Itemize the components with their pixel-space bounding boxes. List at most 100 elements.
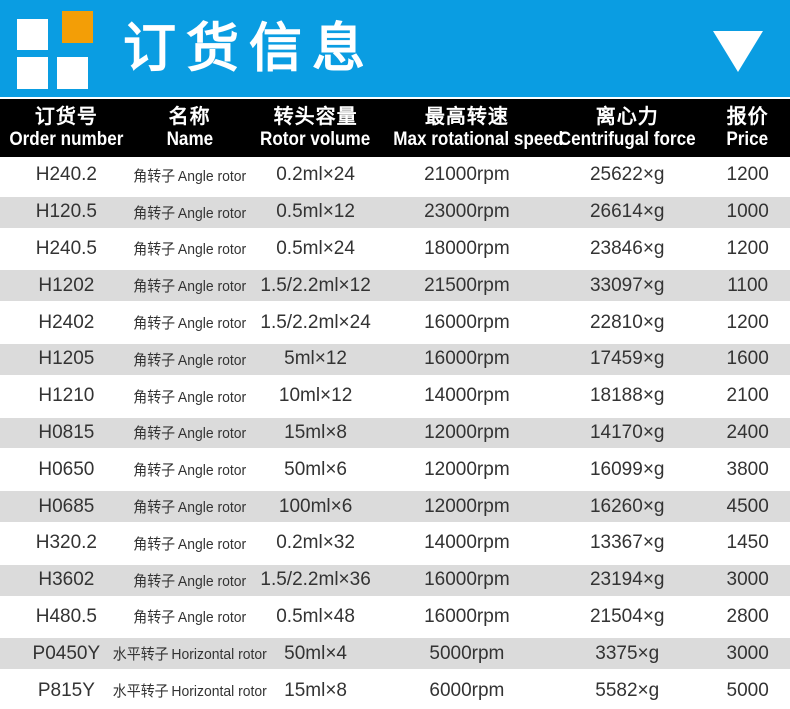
column-header-price: 报价 Price [705, 106, 790, 151]
table-row: H1210 角转子 Angle rotor 10ml×12 14000rpm 18… [0, 378, 790, 415]
table-row: H120.5 角转子 Angle rotor 0.5ml×12 23000rpm … [0, 194, 790, 231]
centrifugal-force-cell: 21504×g [589, 605, 665, 627]
order-number-cell: H120.5 [35, 201, 97, 223]
rotor-volume-cell: 1.5/2.2ml×36 [260, 569, 371, 591]
name-cell: 角转子 Angle rotor [133, 204, 247, 222]
order-number-cell: P0450Y [32, 642, 101, 664]
rotor-volume-cell: 0.5ml×12 [276, 201, 355, 223]
column-header-centrifugal-force: 离心力 Centrifugal force [549, 106, 705, 151]
name-cell: 角转子 Angle rotor [133, 572, 247, 590]
four-squares-logo-icon [17, 11, 95, 89]
order-number-cell: H1202 [38, 274, 95, 296]
column-header-en: Centrifugal force [558, 128, 696, 150]
rotor-volume-cell: 0.2ml×24 [276, 164, 355, 186]
table-row: H240.5 角转子 Angle rotor 0.5ml×24 18000rpm … [0, 231, 790, 268]
centrifugal-force-cell: 33097×g [589, 274, 665, 296]
table-row: H3602 角转子 Angle rotor 1.5/2.2ml×36 16000r… [0, 562, 790, 599]
column-header-en: Order number [9, 128, 124, 150]
max-speed-cell: 23000rpm [424, 201, 510, 223]
max-speed-cell: 16000rpm [424, 605, 510, 627]
name-cell: 角转子 Angle rotor [133, 609, 247, 627]
price-cell: 1200 [726, 164, 769, 186]
price-cell: 2400 [726, 421, 769, 443]
name-cell: 角转子 Angle rotor [133, 315, 247, 333]
name-cell: 水平转子 Horizontal rotor [112, 646, 267, 664]
table-body: H240.2 角转子 Angle rotor 0.2ml×24 21000rpm … [0, 157, 790, 709]
table-row: H0685 角转子 Angle rotor 100ml×6 12000rpm 16… [0, 488, 790, 525]
name-cell: 水平转子 Horizontal rotor [112, 683, 267, 701]
rotor-volume-cell: 0.2ml×32 [276, 532, 355, 554]
price-cell: 2800 [726, 605, 769, 627]
rotor-volume-cell: 15ml×8 [284, 679, 348, 701]
centrifugal-force-cell: 14170×g [589, 421, 665, 443]
name-cell: 角转子 Angle rotor [133, 351, 247, 369]
logo-square-white-bottom-left-icon [17, 57, 48, 89]
rotor-volume-cell: 1.5/2.2ml×24 [260, 311, 371, 333]
price-cell: 1600 [726, 348, 769, 370]
centrifugal-force-cell: 18188×g [589, 385, 665, 407]
column-header-cn: 订货号 [34, 105, 98, 128]
rotor-volume-cell: 10ml×12 [278, 385, 353, 407]
rotor-volume-cell: 50ml×4 [284, 642, 348, 664]
name-cell: 角转子 Angle rotor [133, 425, 247, 443]
column-header-en: Max rotational speed [392, 128, 564, 150]
logo-square-orange-icon [62, 11, 93, 43]
column-header-cn: 名称 [168, 105, 211, 128]
max-speed-cell: 6000rpm [429, 679, 505, 701]
page-title: 订货信息 [123, 19, 375, 78]
order-number-cell: H1210 [38, 385, 95, 407]
order-number-cell: H240.5 [35, 237, 97, 259]
centrifugal-force-cell: 23194×g [589, 569, 665, 591]
max-speed-cell: 16000rpm [424, 569, 510, 591]
table-row: P0450Y 水平转子 Horizontal rotor 50ml×4 5000r… [0, 635, 790, 672]
name-cell: 角转子 Angle rotor [133, 462, 247, 480]
logo-square-white-bottom-right-icon [57, 57, 88, 89]
triangle-down-icon[interactable] [713, 31, 763, 72]
price-cell: 3000 [726, 569, 769, 591]
order-number-cell: H2402 [38, 311, 95, 333]
column-header-name: 名称 Name [133, 106, 247, 151]
table-row: H1202 角转子 Angle rotor 1.5/2.2ml×12 21500r… [0, 267, 790, 304]
logo-square-white-top-icon [17, 19, 48, 50]
column-header-cn: 报价 [726, 105, 769, 128]
order-number-cell: H0815 [38, 421, 95, 443]
price-cell: 3000 [726, 642, 769, 664]
centrifugal-force-cell: 17459×g [589, 348, 665, 370]
max-speed-cell: 18000rpm [424, 237, 510, 259]
name-cell: 角转子 Angle rotor [133, 278, 247, 296]
price-cell: 5000 [726, 679, 769, 701]
rotor-volume-cell: 100ml×6 [278, 495, 353, 517]
price-cell: 3800 [726, 458, 769, 480]
order-number-cell: H0685 [38, 495, 95, 517]
centrifugal-force-cell: 22810×g [589, 311, 665, 333]
name-cell: 角转子 Angle rotor [133, 499, 247, 517]
max-speed-cell: 21000rpm [424, 164, 510, 186]
name-cell: 角转子 Angle rotor [133, 241, 247, 259]
order-number-cell: H480.5 [35, 605, 97, 627]
table-header: 订货号 Order number 名称 Name 转头容量 Rotor volu… [0, 99, 790, 157]
order-number-cell: H240.2 [35, 164, 97, 186]
rotor-volume-cell: 0.5ml×48 [276, 605, 355, 627]
column-header-max-speed: 最高转速 Max rotational speed [385, 105, 564, 151]
order-number-cell: H1205 [38, 348, 95, 370]
table-row: H480.5 角转子 Angle rotor 0.5ml×48 16000rpm … [0, 599, 790, 636]
max-speed-cell: 14000rpm [424, 385, 510, 407]
centrifugal-force-cell: 13367×g [589, 532, 665, 554]
max-speed-cell: 14000rpm [424, 532, 510, 554]
max-speed-cell: 21500rpm [424, 274, 510, 296]
column-header-order-number: 订货号 Order number [0, 106, 133, 151]
column-header-cn: 最高转速 [424, 105, 509, 128]
max-speed-cell: 16000rpm [424, 311, 510, 333]
table-row: P815Y 水平转子 Horizontal rotor 15ml×8 6000rp… [0, 672, 790, 709]
price-cell: 4500 [726, 495, 769, 517]
name-cell: 角转子 Angle rotor [133, 388, 247, 406]
centrifugal-force-cell: 25622×g [589, 164, 665, 186]
header-bar: 订货信息 [0, 0, 790, 97]
rotor-volume-cell: 0.5ml×24 [276, 237, 355, 259]
max-speed-cell: 12000rpm [424, 421, 510, 443]
rotor-volume-cell: 1.5/2.2ml×12 [260, 274, 371, 296]
column-header-cn: 离心力 [595, 105, 659, 128]
price-cell: 1450 [726, 532, 769, 554]
price-cell: 1200 [726, 311, 769, 333]
